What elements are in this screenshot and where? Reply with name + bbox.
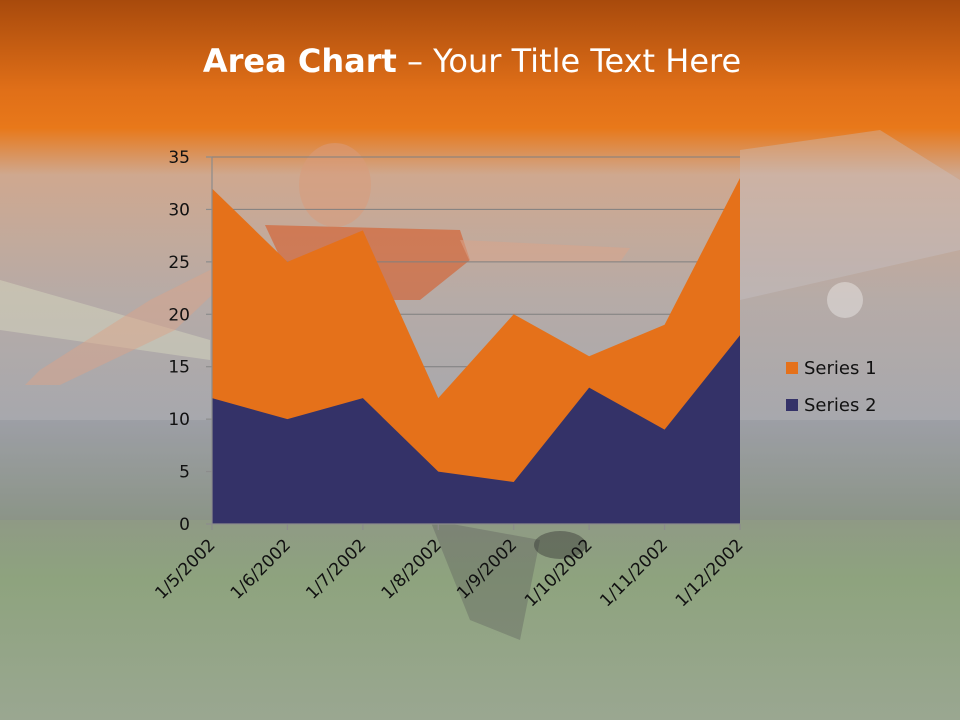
y-tick-label: 10 <box>168 410 190 430</box>
y-tick-label: 25 <box>168 253 190 273</box>
slide-title: Area Chart – Your Title Text Here <box>0 42 944 80</box>
title-bold: Area Chart <box>202 42 397 80</box>
x-tick-label: 1/12/2002 <box>672 535 748 611</box>
x-tick-label: 1/6/2002 <box>227 535 295 603</box>
x-tick-label: 1/5/2002 <box>151 535 219 603</box>
y-tick-label: 30 <box>168 200 190 220</box>
x-tick-label: 1/7/2002 <box>302 535 370 603</box>
x-tick-label: 1/10/2002 <box>521 535 597 611</box>
title-rest: – Your Title Text Here <box>396 42 742 80</box>
y-tick-label: 15 <box>168 358 190 378</box>
series-2-area <box>212 335 740 524</box>
legend-swatch-series-1 <box>786 362 798 374</box>
x-tick-label: 1/8/2002 <box>378 535 446 603</box>
legend-label-series-1: Series 1 <box>804 358 877 379</box>
y-tick-label: 0 <box>179 515 190 535</box>
y-tick-label: 5 <box>179 463 190 483</box>
x-tick-label: 1/11/2002 <box>596 535 672 611</box>
y-tick-label: 35 <box>168 148 190 168</box>
legend-swatch-series-2 <box>786 399 798 411</box>
y-tick-label: 20 <box>168 305 190 325</box>
legend-label-series-2: Series 2 <box>804 395 877 416</box>
x-tick-label: 1/9/2002 <box>453 535 521 603</box>
